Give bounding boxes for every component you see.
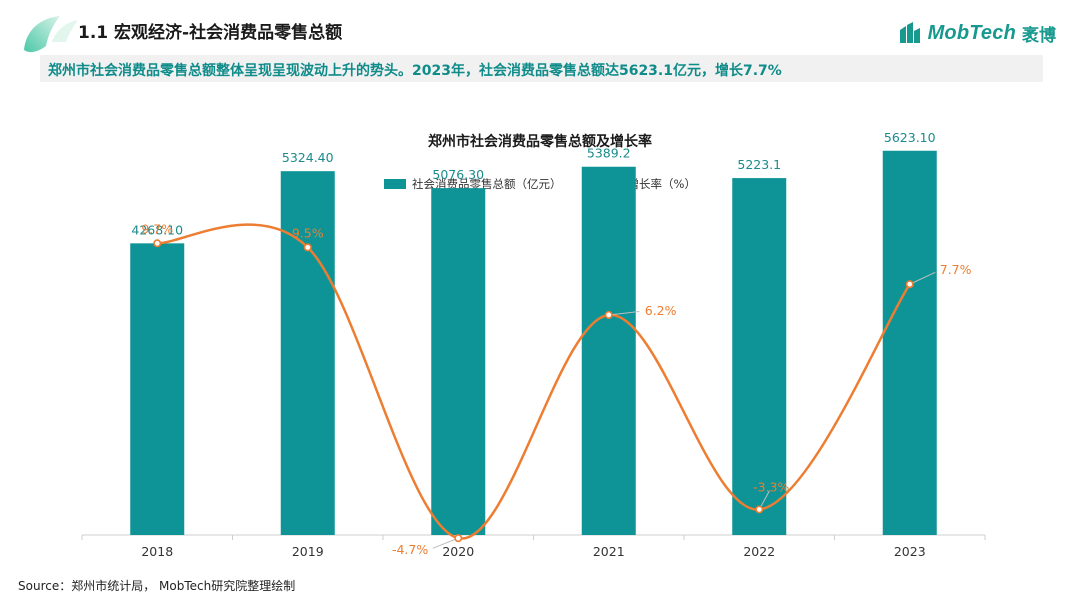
bar-2021	[581, 166, 636, 535]
line-value-label: 9.5%	[292, 225, 324, 240]
bar-2022	[732, 178, 787, 535]
growth-point-2018	[153, 239, 162, 248]
chart-title: 郑州市社会消费品零售总额及增长率	[428, 134, 652, 150]
legend-label-sales: 社会消费品零售总额（亿元）	[412, 177, 562, 191]
summary-text: 郑州市社会消费品零售总额整体呈现呈现波动上升的势头。2023年，社会消费品零售总…	[48, 63, 782, 79]
growth-point-2020	[454, 534, 463, 543]
bar-value-label: 5324.40	[282, 150, 334, 165]
line-label-leader	[608, 311, 640, 316]
legend-bar-swatch	[384, 179, 407, 189]
line-value-label: 7.7%	[940, 262, 972, 277]
source-note: Source：郑州市统计局， MobTech研究院整理绘制	[18, 579, 296, 593]
bar-2020	[431, 188, 486, 535]
bar-value-label: 5223.1	[737, 157, 781, 172]
growth-rate-line	[157, 223, 911, 540]
bar-2023	[882, 150, 937, 536]
line-value-label: -4.7%	[392, 542, 428, 557]
mobtech-logo-icon	[899, 22, 920, 43]
growth-point-2021	[604, 310, 613, 319]
x-tick-label: 2019	[292, 544, 324, 559]
line-value-label: 9.7%	[141, 221, 173, 236]
bar-value-label: 5623.10	[884, 130, 936, 145]
line-label-leader	[909, 271, 936, 285]
brand-name-cn: 袤博	[1022, 25, 1056, 46]
bar-value-label: 5076.30	[432, 167, 484, 182]
growth-point-2019	[303, 243, 312, 252]
line-value-label: 6.2%	[645, 303, 677, 318]
x-tick-label: 2023	[894, 544, 926, 559]
bar-value-label: 5389.2	[587, 146, 631, 161]
legend-item-sales: 社会消费品零售总额（亿元）	[384, 176, 562, 192]
line-label-leader	[432, 537, 459, 549]
growth-point-2023	[905, 280, 914, 289]
bar-2019	[280, 171, 335, 535]
brand-name: MobTech	[927, 21, 1016, 44]
x-tick-label: 2018	[141, 544, 173, 559]
brand-logo: MobTech 袤博	[898, 18, 1056, 48]
growth-point-2022	[755, 505, 764, 514]
legend-label-growth: 增长率（%）	[627, 177, 696, 191]
section-title: 1.1 宏观经济-社会消费品零售总额	[78, 23, 343, 43]
x-tick-label: 2020	[442, 544, 474, 559]
summary-banner	[40, 55, 1043, 82]
bar-value-label: 4268.10	[131, 222, 183, 237]
header-decoration-icon	[24, 16, 78, 53]
x-tick-label: 2022	[743, 544, 775, 559]
line-value-label: -3.3%	[753, 479, 789, 494]
bar-2018	[130, 243, 185, 535]
x-tick-label: 2021	[593, 544, 625, 559]
